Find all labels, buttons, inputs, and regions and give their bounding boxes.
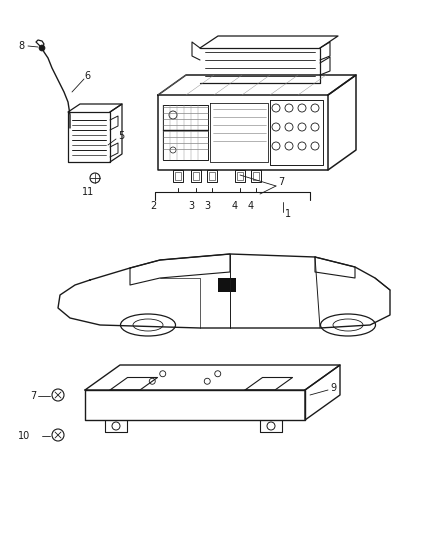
Bar: [253, 172, 259, 180]
Bar: [175, 172, 181, 180]
Text: 7: 7: [278, 177, 284, 187]
Text: 1: 1: [285, 209, 291, 219]
Text: 3: 3: [204, 201, 210, 211]
Text: 10: 10: [18, 431, 30, 441]
Bar: [235, 170, 245, 182]
Bar: [209, 172, 215, 180]
Bar: [193, 172, 199, 180]
Bar: [251, 170, 261, 182]
Text: 3: 3: [188, 201, 194, 211]
Text: 4: 4: [248, 201, 254, 211]
Circle shape: [39, 45, 45, 51]
Bar: [207, 170, 217, 182]
Text: 7: 7: [30, 391, 36, 401]
Bar: [237, 172, 243, 180]
Bar: [191, 170, 201, 182]
Bar: [173, 170, 183, 182]
Text: 6: 6: [84, 71, 90, 81]
Text: 5: 5: [118, 131, 124, 141]
Bar: [218, 278, 236, 292]
Text: 9: 9: [330, 383, 336, 393]
Text: 8: 8: [18, 41, 24, 51]
Text: 11: 11: [82, 187, 94, 197]
Text: 4: 4: [232, 201, 238, 211]
Text: 2: 2: [150, 201, 156, 211]
